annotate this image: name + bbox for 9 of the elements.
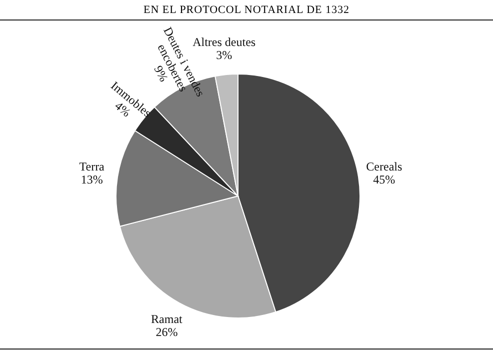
data-label: 26%: [156, 325, 178, 340]
data-label: 13%: [80, 172, 103, 186]
slice-label: Terra: [79, 159, 106, 174]
data-label: 3%: [216, 48, 232, 62]
data-label: 45%: [373, 172, 396, 186]
slice-label: Cereals: [366, 159, 402, 174]
slice-label: Altres deutes: [192, 35, 256, 50]
slice-label: Ramat: [151, 312, 184, 326]
chart-title: EN EL PROTOCOL NOTARIAL DE 1332: [144, 4, 350, 16]
